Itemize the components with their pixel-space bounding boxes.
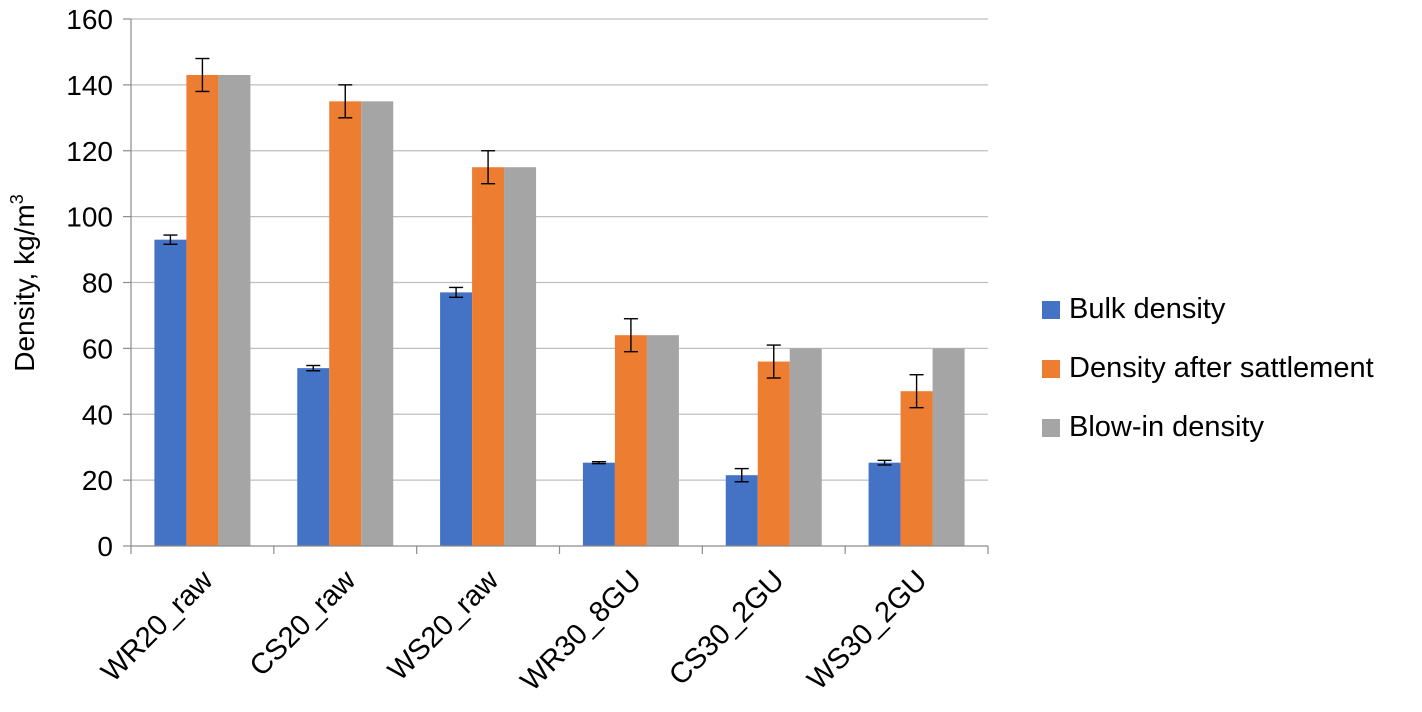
y-tick-label: 140: [66, 70, 113, 101]
bar-bulk-density-cs30_2gu: [725, 475, 758, 546]
bar-blow-in-density-ws30_2gu: [932, 348, 965, 546]
bar-density-after-sattlement-wr20_raw: [186, 74, 219, 547]
x-tick-label: CS30_2GU: [663, 564, 791, 692]
bar-density-after-sattlement-wr30_8gu: [614, 335, 647, 546]
bar-blow-in-density-cs30_2gu: [789, 348, 822, 546]
y-tick-label: 120: [66, 136, 113, 167]
x-tick-label: WR20_raw: [95, 564, 220, 689]
bar-bulk-density-wr20_raw: [154, 239, 187, 546]
legend-item-density-after-settlement: Density after sattlement: [1042, 339, 1374, 398]
y-tick-label: 80: [82, 268, 113, 299]
bar-bulk-density-ws30_2gu: [868, 462, 901, 546]
y-tick-labels: 0 20 40 60 80 100 120 140 160: [66, 4, 113, 562]
bar-blow-in-density-wr20_raw: [218, 74, 251, 547]
y-axis-label: Density, kg/m3: [7, 194, 40, 372]
legend-label: Bulk density: [1069, 293, 1226, 325]
bar-density-after-sattlement-ws20_raw: [472, 167, 505, 546]
legend-swatch-bulk: [1042, 300, 1060, 319]
x-tick-label: WS30_2GU: [801, 564, 933, 696]
y-tick-label: 20: [82, 465, 113, 496]
legend-swatch-blow-in: [1042, 418, 1060, 437]
x-tick-labels: WR20_raw CS20_raw WS20_raw WR30_8GU CS30_2GU…: [95, 564, 933, 698]
bars: [154, 74, 965, 547]
bar-density-after-sattlement-ws30_2gu: [900, 391, 933, 546]
gridlines: [131, 18, 988, 481]
bar-bulk-density-wr30_8gu: [582, 462, 615, 546]
bar-bulk-density-cs20_raw: [297, 368, 330, 546]
axes: [123, 18, 989, 554]
y-tick-label: 40: [82, 399, 113, 430]
legend-item-blow-in-density: Blow-in density: [1042, 398, 1374, 457]
legend-label: Blow-in density: [1069, 411, 1265, 443]
y-tick-label: 0: [97, 531, 113, 562]
y-tick-label: 100: [66, 202, 113, 233]
bar-blow-in-density-ws20_raw: [504, 167, 537, 546]
bar-blow-in-density-wr30_8gu: [646, 335, 679, 546]
y-tick-label: 60: [82, 333, 113, 364]
x-tick-label: CS20_raw: [244, 564, 363, 683]
legend-item-bulk-density: Bulk density: [1042, 280, 1374, 339]
x-tick-label: WR30_8GU: [515, 564, 648, 697]
legend: Bulk density Density after sattlement Bl…: [1042, 280, 1374, 457]
error-bars: [163, 57, 924, 483]
y-tick-label: 160: [66, 4, 113, 35]
x-tick-label: WS20_raw: [382, 564, 506, 688]
legend-swatch-settlement: [1042, 359, 1060, 378]
bar-density-after-sattlement-cs20_raw: [329, 101, 362, 546]
bar-blow-in-density-cs20_raw: [361, 101, 394, 546]
bar-density-after-sattlement-cs30_2gu: [757, 361, 790, 546]
bar-bulk-density-ws20_raw: [440, 292, 473, 546]
legend-label: Density after sattlement: [1069, 352, 1374, 384]
